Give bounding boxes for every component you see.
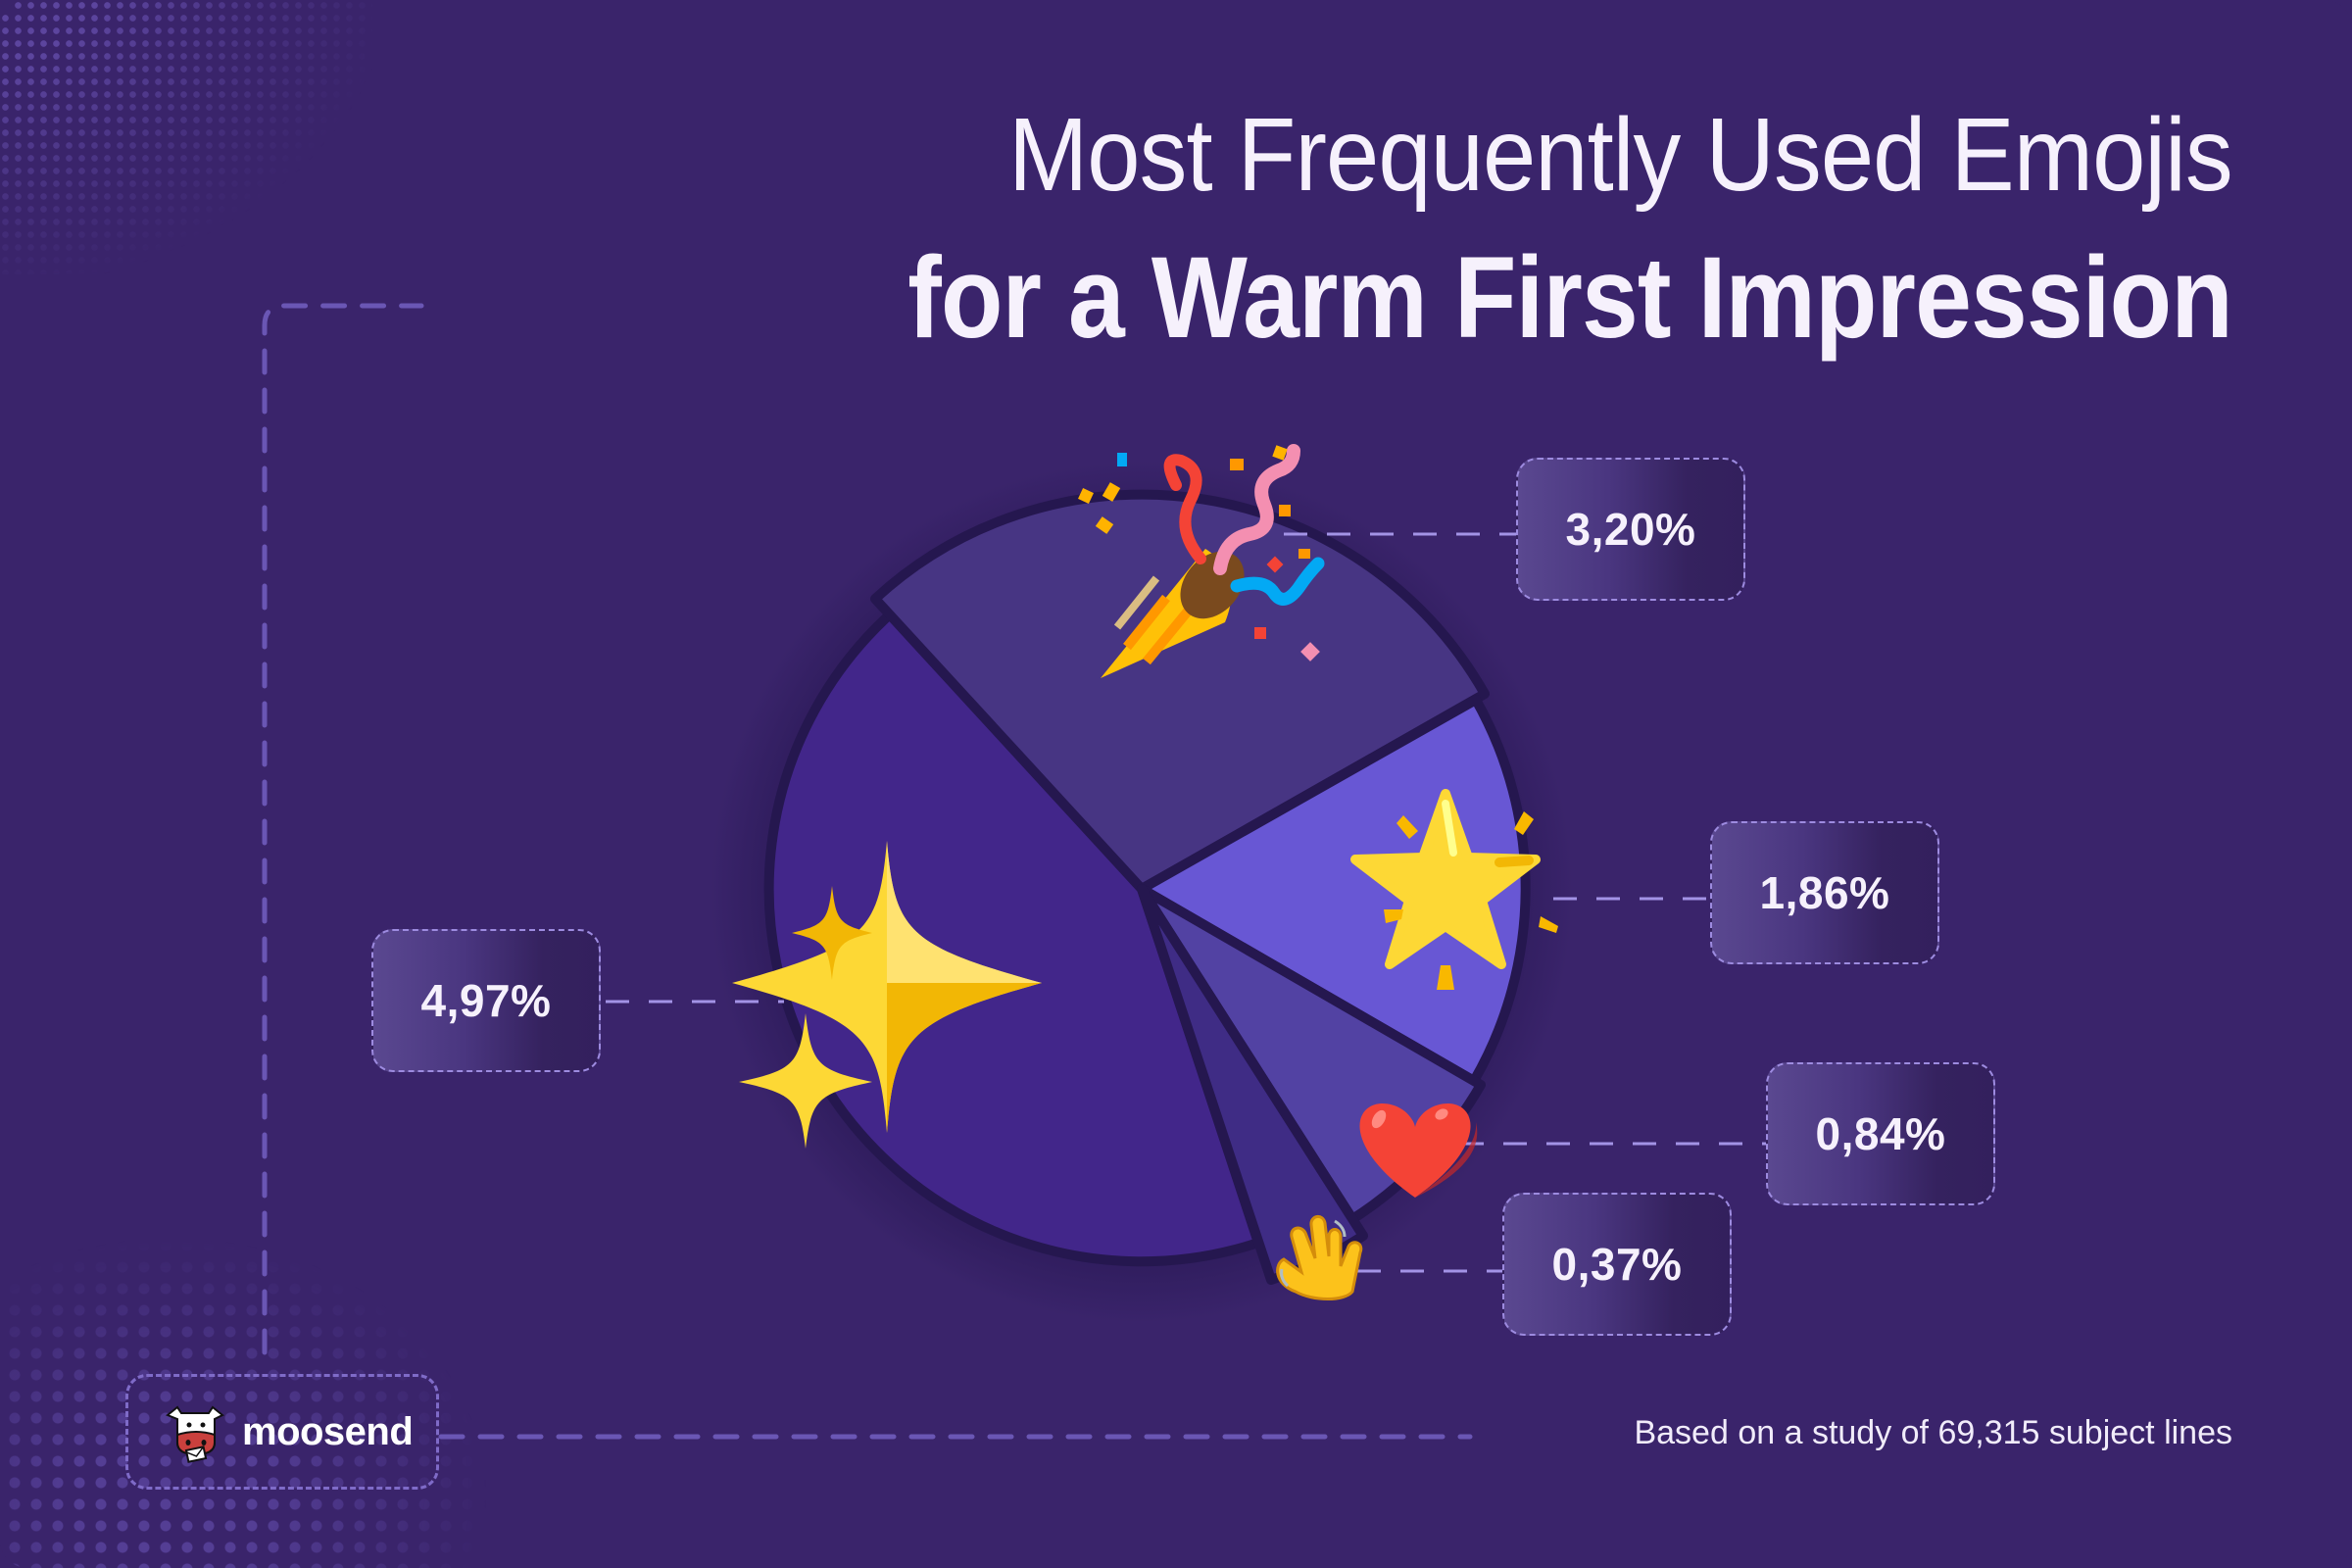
value-box-glowing-star: 1,86% [1710,821,1939,964]
title-line-1: Most Frequently Used Emojis [1008,97,2233,213]
value-box-red-heart: 0,84% [1766,1062,1995,1205]
brand-name: moosend [242,1409,414,1453]
sparkles-icon [732,841,1042,1149]
chart-title: Most Frequently Used Emojis for a Warm F… [727,97,2233,363]
dot-pattern-bottom-left [0,1235,490,1568]
party-popper-icon [1078,444,1325,678]
brand-logo[interactable]: moosend [125,1374,439,1490]
cow-mascot-icon [166,1405,224,1463]
slice-party-popper[interactable] [870,489,1490,894]
value-box-waving-hand: 0,37% [1502,1193,1732,1336]
dot-pattern-top-left [0,0,372,274]
red-heart-icon [1359,1103,1478,1198]
glowing-star-icon [1350,789,1558,990]
value-box-party-popper: 3,20% [1516,458,1745,601]
value-box-sparkles: 4,97% [371,929,601,1072]
frame-dashed-line-left [262,303,424,1355]
study-footnote: Based on a study of 69,315 subject lines [1634,1414,2232,1451]
title-line-2: for a Warm First Impression [907,233,2233,363]
waving-hand-icon [1276,1215,1363,1300]
slice-glowing-star[interactable] [1137,695,1531,1086]
